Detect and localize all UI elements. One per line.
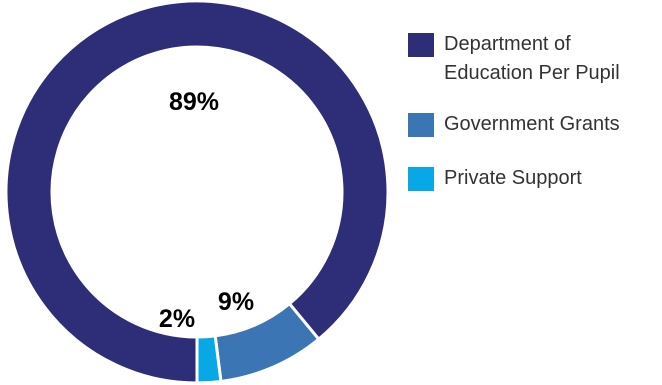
data-label-department-of-education: 89%	[169, 88, 219, 116]
legend-swatch-department-of-education	[408, 33, 434, 57]
data-label-private-support: 2%	[159, 305, 195, 333]
legend-label-government-grants: Government Grants	[444, 113, 620, 135]
legend-swatch-private-support	[408, 167, 434, 191]
data-label-government-grants: 9%	[218, 288, 254, 316]
slice-department-of-education	[4, 0, 390, 385]
legend-label-private-support: Private Support	[444, 167, 582, 189]
data-labels: 89% 9% 2%	[159, 88, 254, 333]
legend-swatch-government-grants	[408, 113, 434, 137]
slice-private-support	[195, 334, 223, 385]
donut-slices	[4, 0, 390, 385]
legend-label-department-of-education: Department of Education Per Pupil	[444, 33, 620, 84]
